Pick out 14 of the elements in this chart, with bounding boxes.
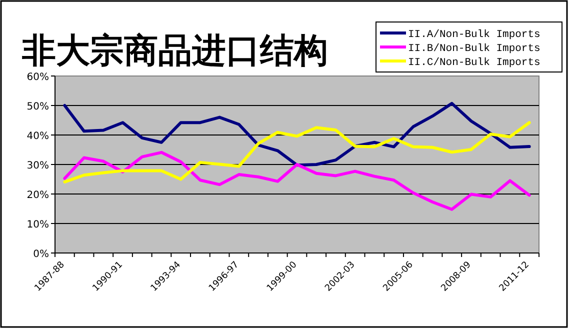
y-tick-label: 40% — [26, 131, 49, 142]
y-tick-label: 30% — [26, 160, 49, 172]
line-series — [63, 150, 531, 211]
chart-title: 非大宗商品进口结构 — [21, 31, 328, 71]
legend-label: II.C/Non-Bulk Imports — [408, 57, 540, 69]
y-tick-label: 60% — [26, 72, 49, 83]
legend-label: II.B/Non-Bulk Imports — [408, 43, 540, 55]
line-series — [63, 102, 531, 167]
y-tick-label: 0% — [33, 249, 49, 260]
line-series — [63, 121, 531, 184]
legend-label: II.A/Non-Bulk Imports — [408, 29, 540, 41]
y-tick-label: 50% — [26, 102, 49, 112]
y-tick-label: 10% — [26, 220, 49, 230]
y-tick-label: 20% — [26, 190, 49, 201]
